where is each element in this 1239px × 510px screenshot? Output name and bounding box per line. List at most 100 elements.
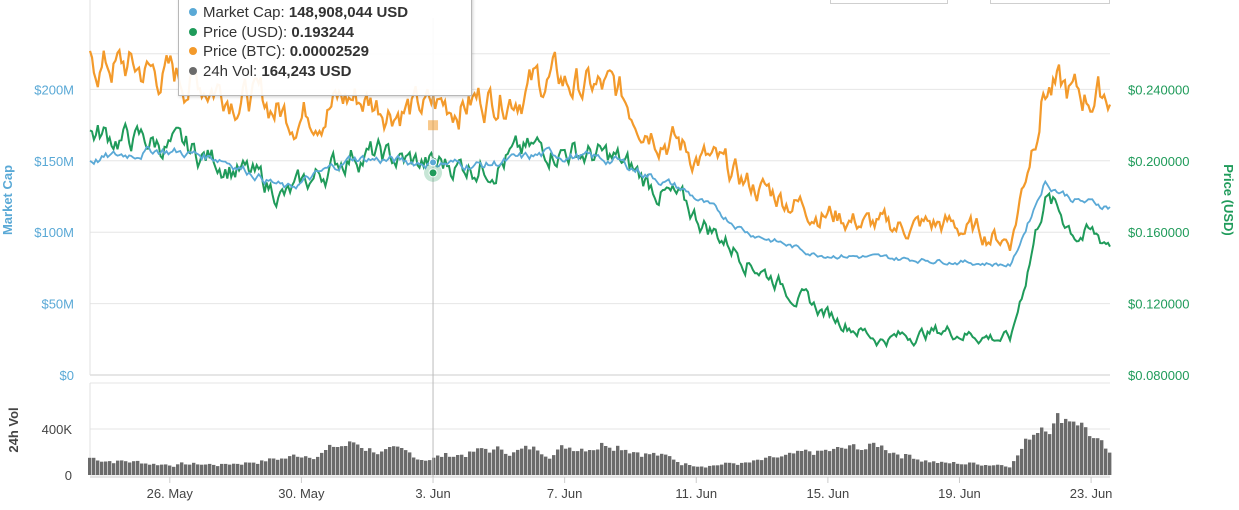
volume-bar	[748, 462, 752, 475]
volume-bar	[160, 464, 164, 475]
volume-bar	[640, 456, 644, 475]
volume-bar	[416, 459, 420, 475]
tooltip-row-price-usd: Price (USD): 0.193244	[189, 23, 461, 43]
volume-bar	[464, 457, 468, 475]
volume-bar	[1012, 461, 1016, 475]
right-axis-title: Price (USD)	[1221, 164, 1236, 236]
volume-bar	[492, 449, 496, 475]
volume-bar	[380, 451, 384, 475]
volume-bar	[476, 448, 480, 475]
volume-bar	[840, 447, 844, 475]
volume-bar	[144, 463, 148, 475]
volume-bar	[652, 452, 656, 475]
volume-bar	[576, 451, 580, 475]
volume-bar	[264, 461, 268, 475]
volume-bar	[116, 460, 120, 475]
volume-bar	[680, 465, 684, 475]
volume-bar	[436, 455, 440, 475]
volume-bar	[844, 448, 848, 475]
volume-bar	[452, 456, 456, 475]
tooltip-row-price-btc: Price (BTC): 0.00002529	[189, 42, 461, 62]
volume-bar	[684, 463, 688, 475]
volume-bar	[1004, 466, 1008, 475]
volume-bar	[964, 464, 968, 475]
volume-bar	[732, 463, 736, 475]
volume-bar	[612, 450, 616, 475]
volume-bar	[92, 457, 96, 475]
volume-bar	[364, 450, 368, 475]
volume-bar	[632, 452, 636, 475]
volume-bar	[676, 462, 680, 475]
volume-bar	[1076, 425, 1080, 475]
volume-bar	[608, 447, 612, 475]
volume-bar	[572, 451, 576, 475]
x-axis-tick-label: 23. Jun	[1070, 486, 1113, 501]
volume-bar	[972, 462, 976, 475]
volume-bar	[1008, 467, 1012, 475]
volume-bar	[520, 448, 524, 475]
volume-bar	[900, 458, 904, 475]
volume-bar	[356, 444, 360, 475]
tooltip: Market Cap: 148,908,044 USD Price (USD):…	[178, 0, 472, 96]
volume-bar	[1096, 438, 1100, 475]
volume-bar	[320, 452, 324, 475]
volume-bar	[200, 464, 204, 475]
volume-bar	[1068, 421, 1072, 475]
volume-bar	[856, 449, 860, 475]
volume-bar	[832, 448, 836, 475]
volume-bar	[440, 456, 444, 475]
volume-bar	[152, 463, 156, 475]
volume-bar	[992, 465, 996, 475]
volume-bar	[176, 464, 180, 475]
volume-bar	[484, 448, 488, 475]
volume-bar	[180, 462, 184, 475]
volume-bar	[488, 452, 492, 475]
volume-bar	[112, 463, 116, 475]
volume-bar	[604, 446, 608, 475]
volume-bar	[168, 465, 172, 475]
volume-bar	[940, 461, 944, 475]
volume-bar	[996, 464, 1000, 475]
volume-bar	[760, 460, 764, 475]
volume-bar	[296, 456, 300, 475]
volume-bar	[692, 466, 696, 475]
volume-bar	[432, 457, 436, 475]
volume-bar	[772, 457, 776, 475]
volume-bar	[780, 456, 784, 475]
volume-bar	[828, 451, 832, 475]
volume-bar	[1056, 413, 1060, 475]
volume-bar	[880, 445, 884, 475]
volume-bar	[1048, 434, 1052, 475]
volume-bar	[924, 460, 928, 475]
volume-bar	[956, 463, 960, 475]
volume-bar	[1080, 422, 1084, 475]
volume-bar	[916, 459, 920, 475]
volume-bar	[824, 449, 828, 475]
volume-bar	[524, 445, 528, 475]
volume-bar	[352, 442, 356, 475]
volume-bar	[936, 463, 940, 475]
volume-bar	[240, 464, 244, 475]
right-axis-tick-label: $0.120000	[1128, 297, 1189, 312]
volume-bar	[220, 463, 224, 475]
volume-bar	[728, 462, 732, 475]
volume-bar	[412, 457, 416, 475]
tooltip-row-volume: 24h Vol: 164,243 USD	[189, 62, 461, 82]
volume-bar	[628, 453, 632, 475]
volume-bar	[1092, 438, 1096, 475]
left-axis-tick-label: $0	[60, 368, 74, 383]
volume-bar	[740, 462, 744, 475]
volume-bar	[368, 448, 372, 475]
range-input-to[interactable]	[990, 0, 1110, 4]
volume-bar	[268, 458, 272, 475]
volume-bar	[428, 460, 432, 475]
volume-bar	[468, 451, 472, 475]
volume-bar	[212, 464, 216, 475]
volume-bar	[184, 464, 188, 475]
range-input-from[interactable]	[830, 0, 948, 4]
series-line-market-cap	[89, 145, 1111, 268]
x-axis-tick-label: 30. May	[278, 486, 325, 501]
left-axis-tick-label: $200M	[34, 82, 74, 97]
volume-bar	[344, 446, 348, 475]
volume-bar	[272, 458, 276, 475]
